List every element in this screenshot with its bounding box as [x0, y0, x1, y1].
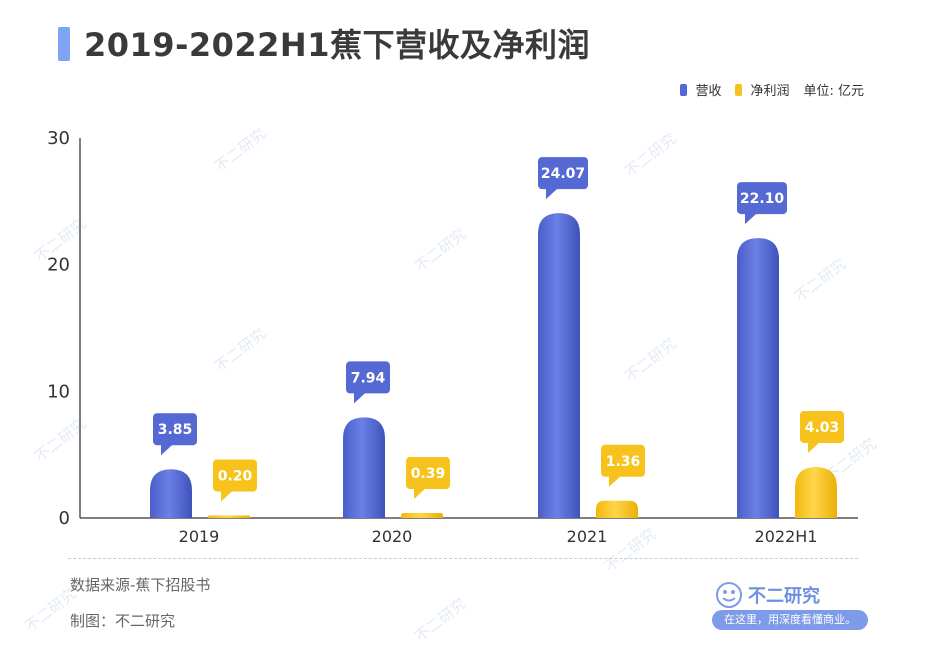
data-label-revenue: 22.10 [740, 191, 785, 207]
bar-profit [401, 513, 443, 518]
bar-profit [596, 500, 638, 518]
bar-revenue [538, 213, 580, 518]
legend-swatch-revenue [680, 83, 688, 96]
data-label-box-revenue [538, 157, 588, 190]
y-tick-label: 10 [47, 381, 70, 402]
legend-item-revenue: 营收 [680, 80, 721, 99]
data-label-box-revenue [737, 182, 787, 215]
chart-title: 2019-2022H1蕉下营收及净利润 [84, 26, 590, 64]
bar-profit [208, 515, 250, 518]
y-tick-label: 20 [47, 255, 70, 276]
footer-divider [68, 558, 858, 559]
title-accent-bar [58, 27, 70, 61]
data-label-profit: 1.36 [606, 454, 641, 470]
data-label-pointer [221, 490, 233, 502]
data-label-pointer [414, 488, 426, 500]
data-label-box-revenue [153, 413, 197, 446]
data-label-pointer [745, 213, 757, 225]
chart-area: 0 10 20 30 2019 2020 2021 2022H1 3.85 0.20 7.94 0.… [47, 128, 858, 546]
legend-item-profit: 净利润 [735, 80, 789, 99]
legend-label-revenue: 营收 [695, 84, 722, 99]
legend: 营收 净利润 单位: 亿元 [680, 80, 864, 99]
data-label-revenue: 24.07 [541, 166, 585, 182]
brand-mark-icon [716, 582, 742, 608]
bar-revenue [150, 469, 192, 518]
brand-name: 不二研究 [748, 586, 820, 607]
data-label-pointer [546, 188, 558, 200]
data-label-pointer [161, 444, 173, 456]
data-source-note: 数据来源-蕉下招股书 [70, 576, 211, 594]
data-label-pointer [354, 392, 366, 404]
x-tick-label: 2020 [372, 527, 413, 546]
legend-swatch-profit [735, 83, 743, 96]
bar-revenue [737, 238, 779, 519]
data-label-profit: 0.20 [218, 468, 253, 484]
x-tick-label: 2019 [179, 527, 220, 546]
unit-label: 单位: 亿元 [803, 84, 864, 99]
data-label-box-profit [800, 410, 844, 443]
data-label-profit: 0.39 [411, 466, 446, 482]
bar-revenue [343, 417, 385, 518]
chart-grid: 0 10 20 30 2019 2020 2021 2022H1 [47, 128, 858, 546]
data-label-profit: 4.03 [805, 420, 840, 436]
data-label-pointer [808, 441, 820, 453]
x-tick-label: 2021 [567, 527, 608, 546]
data-label-pointer [609, 475, 621, 487]
brand-logo: 不二研究 在这里，用深度看懂商业。 [704, 580, 874, 632]
data-label-box-profit [213, 459, 257, 492]
data-label-box-revenue [346, 361, 390, 394]
brand-tagline: 在这里，用深度看懂商业。 [712, 610, 868, 630]
watermark-text: 不二研究 [411, 594, 470, 646]
chart-bars [150, 213, 837, 519]
legend-label-profit: 净利润 [750, 84, 790, 99]
y-tick-label: 0 [59, 508, 70, 529]
x-tick-label: 2022H1 [755, 527, 818, 546]
y-tick-label: 30 [47, 128, 70, 149]
bar-profit [795, 466, 837, 518]
data-label-box-profit [406, 457, 450, 490]
data-label-revenue: 7.94 [351, 370, 386, 386]
chart-data-labels: 3.85 0.20 7.94 0.39 24.07 1.36 22.10 4.03 [153, 157, 844, 502]
author-note: 制图：不二研究 [70, 612, 176, 630]
data-label-revenue: 3.85 [158, 422, 193, 438]
data-label-box-profit [601, 444, 645, 477]
